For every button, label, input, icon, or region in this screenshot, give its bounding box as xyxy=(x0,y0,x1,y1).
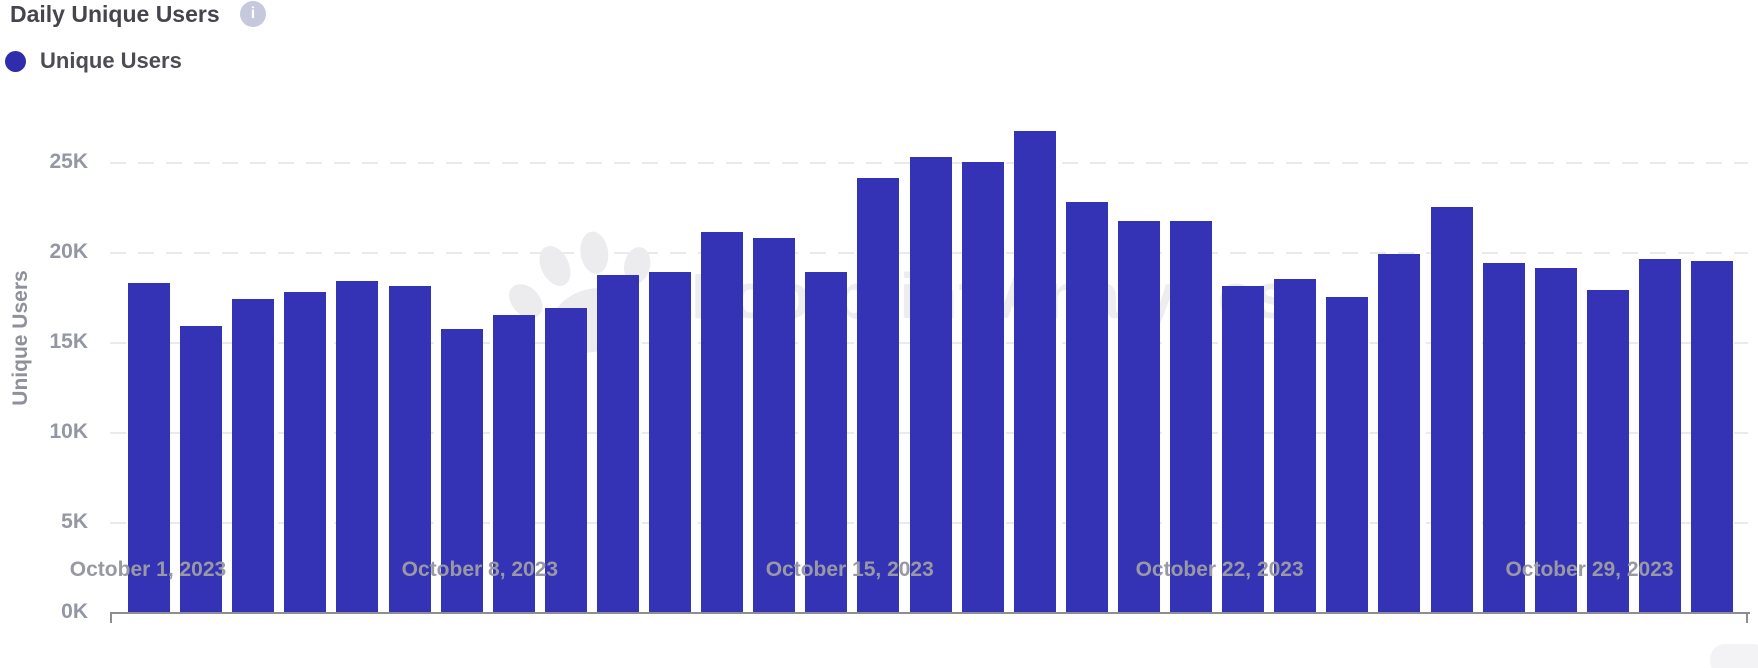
legend-label: Unique Users xyxy=(40,48,182,73)
x-axis-start-tick xyxy=(110,612,112,623)
bar-october-25-2023[interactable] xyxy=(1378,253,1421,612)
x-tick-label-october-8-2023: October 8, 2023 xyxy=(401,558,559,581)
bar-october-6-2023[interactable] xyxy=(388,286,431,612)
bar-october-9-2023[interactable] xyxy=(544,307,587,612)
x-tick-label-october-22-2023: October 22, 2023 xyxy=(1135,558,1304,581)
bar-october-2-2023[interactable] xyxy=(180,325,223,612)
info-icon[interactable]: i xyxy=(240,1,266,27)
x-axis-end-tick xyxy=(1746,612,1748,623)
bar-october-14-2023[interactable] xyxy=(805,271,848,612)
bar-october-27-2023[interactable] xyxy=(1482,262,1525,612)
bar-october-20-2023[interactable] xyxy=(1117,221,1160,612)
bar-october-12-2023[interactable] xyxy=(701,232,744,612)
legend-item-unique-users[interactable]: Unique Users xyxy=(5,48,182,74)
x-tick-label-october-29-2023: October 29, 2023 xyxy=(1505,558,1674,581)
bar-october-19-2023[interactable] xyxy=(1065,201,1108,612)
y-tick-label-20k: 20K xyxy=(49,240,88,263)
bar-october-5-2023[interactable] xyxy=(336,280,379,612)
bar-october-18-2023[interactable] xyxy=(1013,131,1056,612)
bar-october-16-2023[interactable] xyxy=(909,156,952,612)
y-tick-label-5k: 5K xyxy=(61,510,88,533)
y-tick-label-25k: 25K xyxy=(49,150,88,173)
chart-title: Daily Unique Users xyxy=(10,1,220,27)
bar-october-3-2023[interactable] xyxy=(232,298,275,612)
bar-october-26-2023[interactable] xyxy=(1430,207,1473,612)
bar-october-7-2023[interactable] xyxy=(440,329,483,612)
bar-october-28-2023[interactable] xyxy=(1534,268,1577,612)
bar-october-23-2023[interactable] xyxy=(1274,279,1317,612)
y-tick-label-10k: 10K xyxy=(49,420,88,443)
legend-color-dot-icon xyxy=(5,50,26,72)
x-tick-label-october-15-2023: October 15, 2023 xyxy=(765,558,934,581)
bar-october-29-2023[interactable] xyxy=(1586,289,1629,612)
bar-october-4-2023[interactable] xyxy=(284,291,327,612)
bar-october-30-2023[interactable] xyxy=(1638,259,1681,612)
bar-october-22-2023[interactable] xyxy=(1222,286,1265,612)
bottom-right-floating-element[interactable] xyxy=(1710,644,1758,668)
bar-october-24-2023[interactable] xyxy=(1326,297,1369,612)
bar-october-15-2023[interactable] xyxy=(857,178,900,612)
y-tick-label-0k: 0K xyxy=(61,600,88,623)
bar-october-1-2023[interactable] xyxy=(128,282,170,612)
bar-october-10-2023[interactable] xyxy=(596,275,639,612)
x-axis-line xyxy=(110,612,1750,614)
bar-october-8-2023[interactable] xyxy=(492,315,535,612)
bar-october-11-2023[interactable] xyxy=(649,271,691,612)
bar-october-17-2023[interactable] xyxy=(961,162,1004,612)
bar-october-31-2023[interactable] xyxy=(1691,261,1733,612)
bar-october-21-2023[interactable] xyxy=(1170,221,1212,612)
y-tick-label-15k: 15K xyxy=(49,330,88,353)
x-tick-label-october-1-2023: October 1, 2023 xyxy=(69,558,227,581)
bar-october-13-2023[interactable] xyxy=(753,237,796,612)
